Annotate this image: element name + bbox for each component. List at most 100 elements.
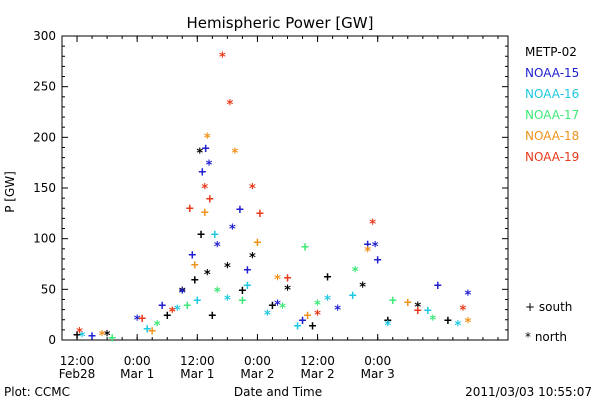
data-point-noaa-17-south: + <box>301 240 309 255</box>
data-point-metp-02-north: * <box>223 261 231 276</box>
x-tick-date-label: Feb28 <box>59 367 96 381</box>
data-point-noaa-15-north: * <box>371 240 379 255</box>
x-tick-date-label: Mar 2 <box>240 367 274 381</box>
data-point-noaa-19-south: + <box>414 304 422 319</box>
x-tick-date-label: Mar 3 <box>361 367 395 381</box>
plot-timestamp: 2011/03/03 10:55:07 <box>465 385 592 399</box>
data-point-noaa-17-north: * <box>314 299 322 314</box>
y-axis-label: P [GW] <box>3 171 17 213</box>
data-point-metp-02-south: + <box>269 299 277 314</box>
data-point-metp-02-north: * <box>196 147 204 162</box>
marker-legend-entry: * north <box>525 330 567 344</box>
x-tick-time-label: 0:00 <box>244 354 271 368</box>
data-marks: + *+*+*+*+*+*+*++*+*++*+*+++***++*+*+ *++*… <box>73 50 472 346</box>
data-point-noaa-19-south: + <box>186 201 194 216</box>
data-point-noaa-16-north: * <box>264 309 272 324</box>
data-point-noaa-16-south: + <box>424 304 432 319</box>
x-axis-label: Date and Time <box>234 385 322 399</box>
data-point-noaa-19-north: * <box>249 182 257 197</box>
data-point-noaa-17-north: * <box>351 265 359 280</box>
data-point-noaa-15-south: + <box>364 238 372 253</box>
data-point-noaa-17-south: + <box>238 293 246 308</box>
legend-entry: NOAA-19 <box>525 150 579 164</box>
legend-entry: NOAA-18 <box>525 129 579 143</box>
y-tick-label: 150 <box>33 181 56 195</box>
data-point-noaa-18-north: * <box>364 245 372 260</box>
data-point-metp-02-south: + <box>324 270 332 285</box>
data-point-noaa-19-south: + <box>206 192 214 207</box>
y-tick-label: 250 <box>33 80 56 94</box>
data-point-noaa-19-north: * <box>201 182 209 197</box>
data-point-noaa-15-north: * <box>178 286 186 301</box>
data-point-noaa-18-north: * <box>203 131 211 146</box>
data-point-noaa-18-south: + <box>254 236 262 251</box>
data-point-noaa-16-north: * <box>173 304 181 319</box>
data-point-noaa-15-south: + <box>188 248 196 263</box>
data-point-metp-02-south: + <box>444 314 452 329</box>
data-point-noaa-15-north: * <box>133 314 141 329</box>
data-point-noaa-15-south: + <box>299 314 307 329</box>
data-point-noaa-16-north: * <box>384 319 392 334</box>
legend-entry: NOAA-17 <box>525 108 579 122</box>
data-point-metp-02-south: + <box>384 314 392 329</box>
data-point-noaa-19-north: * <box>218 50 226 65</box>
data-point-noaa-19-south: + <box>138 312 146 327</box>
data-point-noaa-18-south: + <box>201 205 209 220</box>
data-point-metp-02-south: + <box>208 309 216 324</box>
data-point-metp-02-north: * <box>203 268 211 283</box>
x-tick-date-label: Mar 2 <box>301 367 335 381</box>
x-tick-time-label: 0:00 <box>124 354 151 368</box>
data-point-noaa-19-north: * <box>314 309 322 324</box>
x-tick-time-label: 12:00 <box>180 354 215 368</box>
data-point-noaa-15-south: + <box>198 165 206 180</box>
series-legend: METP-02 NOAA-15 NOAA-16 NOAA-17 NOAA-18 NOAA-… <box>525 45 579 164</box>
data-point-noaa-16-north: * <box>223 293 231 308</box>
x-tick-date-label: Mar 1 <box>120 367 154 381</box>
data-point-noaa-16-north: * <box>454 319 462 334</box>
data-point-noaa-17-north: * <box>279 302 287 317</box>
x-tick-time-label: 12:00 <box>300 354 335 368</box>
x-tick-date-label: Mar 1 <box>180 367 214 381</box>
data-point-noaa-17-south: + <box>108 331 116 346</box>
data-point-noaa-15-north: * <box>334 304 342 319</box>
y-tick-label: 100 <box>33 232 56 246</box>
x-tick-time-label: 0:00 <box>364 354 391 368</box>
data-point-noaa-17-north: * <box>153 319 161 334</box>
data-point-noaa-19-north: * <box>76 326 84 341</box>
data-point-noaa-19-north: * <box>369 217 377 232</box>
data-point-metp-02-south: + <box>73 328 81 343</box>
data-point-metp-02-south: + <box>191 273 199 288</box>
data-point-noaa-15-south: + <box>202 141 210 156</box>
data-point-noaa-16-north: * <box>324 293 332 308</box>
chart-title: Hemispheric Power [GW] <box>187 14 374 32</box>
data-point-noaa-16-south: + <box>193 293 201 308</box>
data-point-metp-02-south: + <box>197 228 205 243</box>
data-point-noaa-19-north: * <box>168 306 176 321</box>
data-point-noaa-16-south: + <box>143 322 151 337</box>
data-point-metp-02-south: + <box>309 319 317 334</box>
data-point-noaa-18-north: * <box>98 329 106 344</box>
y-tick-label: 0 <box>48 333 56 347</box>
data-point-noaa-19-south: + <box>256 206 264 221</box>
legend-entry: NOAA-16 <box>525 87 579 101</box>
plot-credit: Plot: CCMC <box>4 385 70 399</box>
data-point-metp-02-north: * <box>103 329 111 344</box>
x-tick-time-label: 12:00 <box>60 354 95 368</box>
data-point-noaa-16-south: + <box>244 278 252 293</box>
data-point-metp-02-north: * <box>359 280 367 295</box>
data-point-noaa-15-south: + <box>434 278 442 293</box>
data-point-metp-02-south: + <box>163 309 171 324</box>
data-point-noaa-15-north: * <box>213 240 221 255</box>
y-tick-label: 300 <box>33 29 56 43</box>
data-point-noaa-18-south: + <box>304 309 312 324</box>
data-point-metp-02-north: * <box>284 283 292 298</box>
data-point-noaa-18-south: + <box>404 295 412 310</box>
data-point-metp-02-south: + <box>238 283 246 298</box>
data-point-noaa-15-south: + <box>158 299 166 314</box>
data-point-noaa-15-north: * <box>464 288 472 303</box>
marker-legend-entry: + south <box>525 300 572 314</box>
data-point-noaa-16-north: * <box>78 330 86 345</box>
data-point-noaa-18-north: * <box>168 306 176 321</box>
